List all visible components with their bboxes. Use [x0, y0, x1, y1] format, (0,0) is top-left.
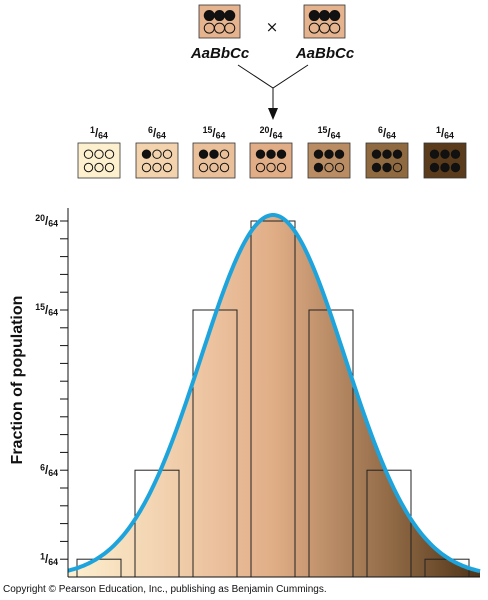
parent-left-genotype-box: [198, 4, 241, 39]
fraction-label: 15/64: [35, 302, 58, 318]
light-allele-dot: [209, 162, 219, 173]
dark-allele-dot: [440, 149, 450, 159]
parent-right-genotype-box: [303, 4, 346, 39]
dark-allele-dot: [319, 10, 330, 22]
light-allele-dot: [198, 162, 209, 173]
dark-allele-dot: [450, 149, 461, 159]
dark-allele-dot: [203, 10, 215, 22]
dark-allele-dot: [392, 149, 403, 159]
offspring-genotype-3: 15/64: [192, 125, 236, 179]
copyright-notice: Copyright © Pearson Education, Inc., pub…: [3, 584, 327, 595]
fraction-label: 6/64: [148, 125, 166, 141]
dark-allele-dot: [382, 162, 392, 173]
dark-allele-dot: [255, 149, 266, 159]
offspring-genotype-5: 15/64: [307, 125, 351, 179]
offspring-genotype-6: 6/64: [365, 125, 409, 179]
dark-allele-dot: [141, 149, 152, 159]
cross-arrow: [237, 64, 309, 112]
offspring-genotype-2: 6/64: [135, 125, 179, 179]
light-allele-dot: [392, 162, 403, 173]
bell-curve-fill: [68, 215, 480, 577]
offspring-box: [365, 142, 409, 179]
dark-allele-dot: [429, 149, 440, 159]
fraction-label: 6/64: [378, 125, 396, 141]
light-allele-dot: [104, 162, 115, 173]
dark-allele-dot: [440, 162, 450, 173]
light-allele-dot: [219, 149, 230, 159]
fraction-label: 15/64: [203, 125, 226, 141]
light-allele-dot: [334, 162, 345, 173]
light-allele-dot: [324, 162, 334, 173]
bell-curve-line: [67, 213, 481, 574]
light-allele-dot: [224, 22, 236, 34]
offspring-box: [135, 142, 179, 179]
light-allele-dot: [141, 162, 152, 173]
fraction-label: 1/64: [90, 125, 108, 141]
dark-allele-dot: [382, 149, 392, 159]
dark-allele-dot: [266, 149, 276, 159]
cross-symbol: ×: [266, 18, 279, 36]
light-allele-dot: [162, 162, 173, 173]
dark-allele-dot: [308, 10, 320, 22]
offspring-genotypes: 1/64 6/64 15/64 20/64 15/64 6/64 1/64: [77, 125, 467, 179]
light-allele-dot: [276, 162, 287, 173]
dark-allele-dot: [371, 162, 382, 173]
parent-left-genotype: AaBbCc: [190, 45, 250, 62]
cross-arrow-head: [268, 108, 278, 120]
light-allele-dot: [329, 22, 341, 34]
dark-allele-dot: [313, 149, 324, 159]
light-allele-dot: [162, 149, 173, 159]
fraction-label: 1/64: [436, 125, 454, 141]
light-allele-dot: [83, 162, 94, 173]
dark-allele-dot: [313, 162, 324, 173]
dark-allele-dot: [324, 149, 334, 159]
light-allele-dot: [152, 162, 162, 173]
dark-allele-dot: [329, 10, 341, 22]
offspring-box: [307, 142, 351, 179]
fraction-label: 6/64: [40, 462, 58, 478]
offspring-box: [423, 142, 467, 179]
light-allele-dot: [152, 149, 162, 159]
light-allele-dot: [266, 162, 276, 173]
dark-allele-dot: [371, 149, 382, 159]
offspring-box: [192, 142, 236, 179]
fraction-label: 15/64: [318, 125, 341, 141]
offspring-genotype-7: 1/64: [423, 125, 467, 179]
dark-allele-dot: [214, 10, 225, 22]
dark-allele-dot: [429, 162, 440, 173]
dark-allele-dot: [198, 149, 209, 159]
fraction-label: 20/64: [35, 213, 58, 229]
light-allele-dot: [219, 162, 230, 173]
y-tick-labels: 1/64 6/64 15/64 20/64: [35, 213, 58, 567]
offspring-genotype-1: 1/64: [77, 125, 121, 179]
parent-cross: × AaBbCc AaBbCc: [190, 4, 355, 120]
light-allele-dot: [94, 162, 104, 173]
offspring-genotype-4: 20/64: [249, 125, 293, 179]
fraction-label: 1/64: [40, 551, 58, 567]
parent-right-genotype: AaBbCc: [295, 45, 355, 62]
dark-allele-dot: [224, 10, 236, 22]
light-allele-dot: [94, 149, 104, 159]
light-allele-dot: [255, 162, 266, 173]
offspring-box: [77, 142, 121, 179]
phenotype-distribution-chart: 1/64 6/64 15/64 20/64 Fraction of populatio…: [9, 208, 481, 578]
dark-allele-dot: [276, 149, 287, 159]
y-axis-label: Fraction of population: [9, 296, 26, 465]
light-allele-dot: [83, 149, 94, 159]
fraction-label: 20/64: [260, 125, 283, 141]
y-ticks: [60, 220, 68, 560]
light-allele-dot: [104, 149, 115, 159]
dark-allele-dot: [334, 149, 345, 159]
dark-allele-dot: [450, 162, 461, 173]
offspring-box: [249, 142, 293, 179]
dark-allele-dot: [209, 149, 219, 159]
